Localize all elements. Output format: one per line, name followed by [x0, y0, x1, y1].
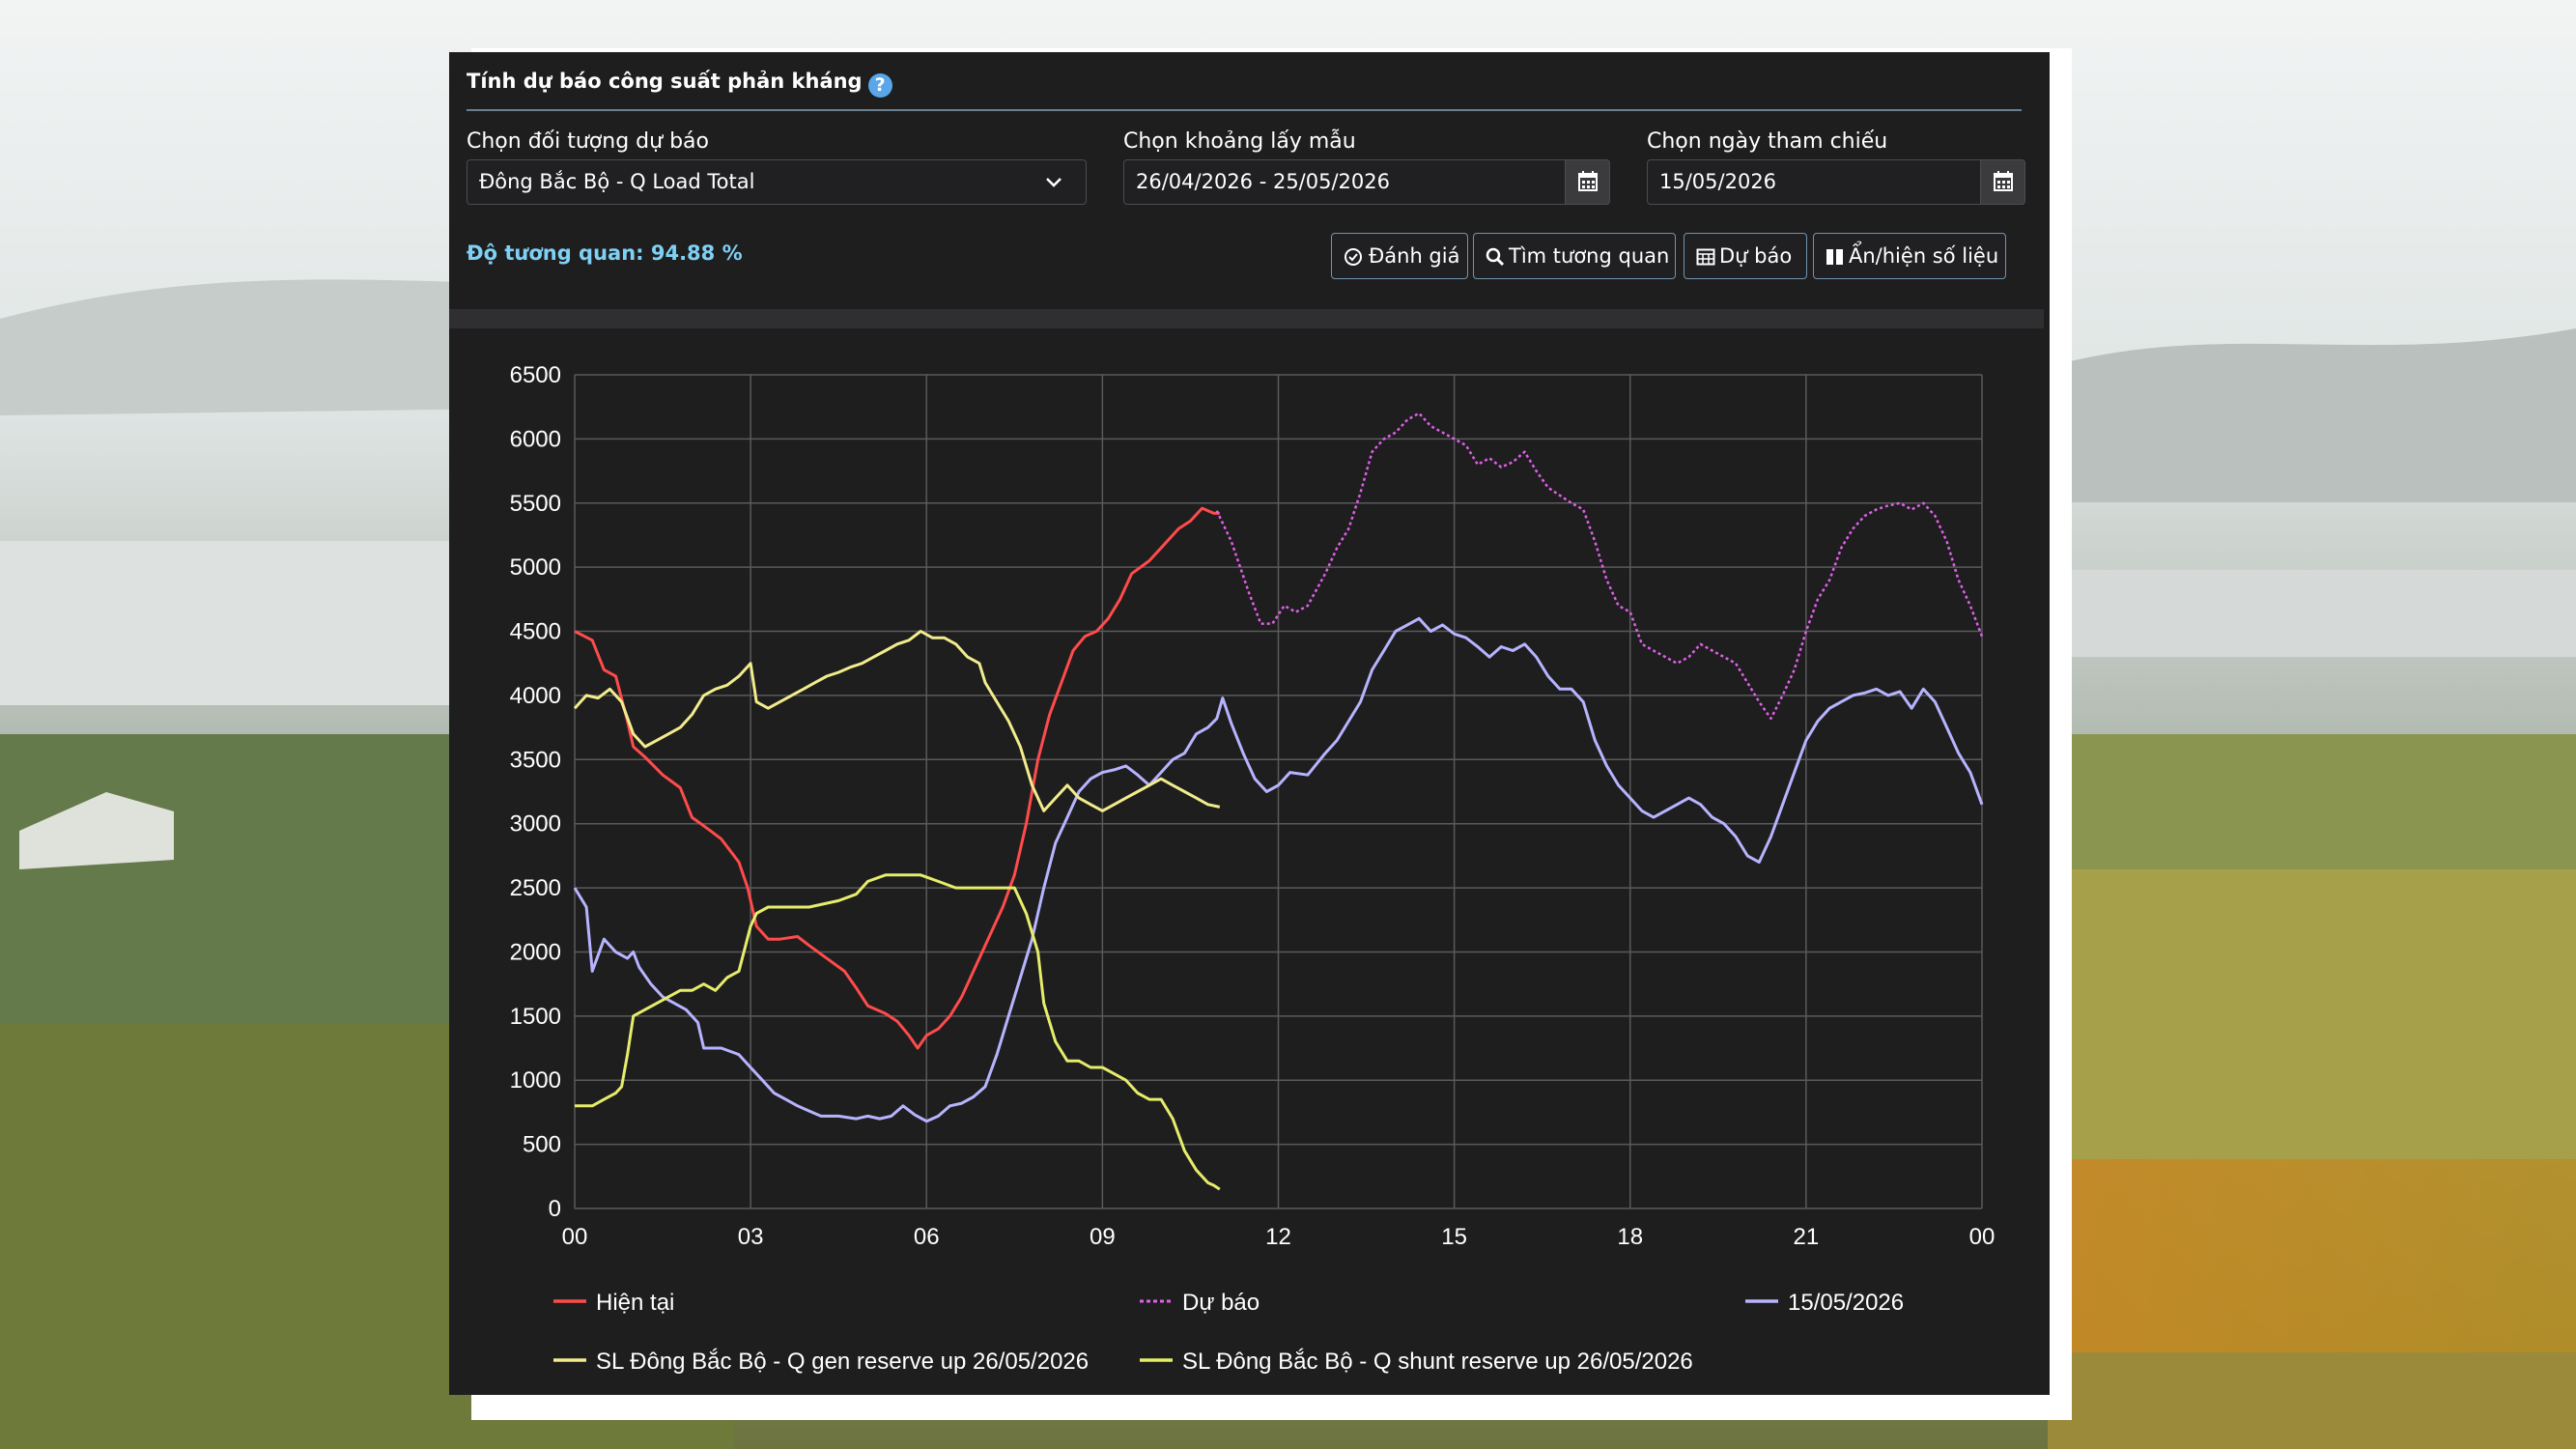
- table-icon: [1696, 248, 1715, 266]
- legend-label: SL Đông Bắc Bộ - Q shunt reserve up 26/0…: [1182, 1349, 1693, 1375]
- correlation-text: Độ tương quan: 94.88 %: [467, 242, 743, 265]
- sample-range-value: 26/04/2026 - 25/05/2026: [1136, 170, 1391, 193]
- x-tick-label: 12: [1265, 1224, 1291, 1250]
- line-chart: 0500100015002000250030003500400045005000…: [510, 362, 1996, 1375]
- forecast-object-value: Đông Bắc Bộ - Q Load Total: [479, 170, 755, 193]
- legend-label: SL Đông Bắc Bộ - Q gen reserve up 26/05/…: [596, 1349, 1089, 1375]
- y-tick-label: 1500: [510, 1004, 561, 1030]
- sample-range-label: Chọn khoảng lấy mẫu: [1123, 129, 1356, 154]
- reference-date-calendar-button[interactable]: [1980, 159, 2025, 205]
- panel-title-text: Tính dự báo công suất phản kháng: [467, 70, 863, 93]
- series-line-1: [574, 506, 1220, 1050]
- reference-date-input[interactable]: 15/05/2026: [1647, 159, 2025, 205]
- x-tick-label: 09: [1090, 1224, 1116, 1250]
- y-tick-label: 1000: [510, 1067, 561, 1094]
- legend-label: Hiện tại: [596, 1290, 674, 1316]
- title-divider: [467, 109, 2022, 111]
- chevron-down-icon: [1046, 178, 1062, 187]
- x-tick-label: 00: [562, 1224, 588, 1250]
- y-tick-label: 4000: [510, 683, 561, 709]
- x-tick-label: 03: [738, 1224, 764, 1250]
- columns-icon: [1826, 249, 1843, 265]
- series-line-2: [1215, 412, 1984, 721]
- y-tick-label: 2000: [510, 939, 561, 965]
- evaluate-button[interactable]: Đánh giá: [1331, 233, 1468, 279]
- forecast-object-select[interactable]: Đông Bắc Bộ - Q Load Total: [467, 159, 1087, 205]
- panel-edge: [2044, 52, 2050, 1395]
- legend-label: 15/05/2026: [1788, 1290, 1904, 1316]
- y-tick-label: 3000: [510, 811, 561, 838]
- legend-label: Dự báo: [1182, 1290, 1260, 1316]
- reference-date-value: 15/05/2026: [1659, 170, 1777, 193]
- forecast-button[interactable]: Dự báo: [1684, 233, 1807, 279]
- y-tick-label: 3500: [510, 747, 561, 773]
- sample-range-input[interactable]: 26/04/2026 - 25/05/2026: [1123, 159, 1610, 205]
- y-tick-label: 5000: [510, 554, 561, 581]
- y-tick-label: 5500: [510, 491, 561, 517]
- series-line-5: [575, 873, 1221, 1191]
- y-tick-label: 6500: [510, 362, 561, 388]
- series-line-4: [573, 630, 1221, 812]
- y-tick-label: 0: [549, 1196, 561, 1222]
- y-tick-label: 2500: [510, 875, 561, 901]
- forecast-object-label: Chọn đối tượng dự báo: [467, 129, 709, 154]
- check-circle-icon: [1345, 248, 1362, 266]
- calendar-icon: [1578, 171, 1598, 191]
- find-correlation-label: Tìm tương quan: [1509, 244, 1670, 268]
- search-icon: [1486, 247, 1505, 267]
- calendar-icon: [1994, 171, 2013, 191]
- reference-date-label: Chọn ngày tham chiếu: [1647, 129, 1888, 154]
- evaluate-label: Đánh giá: [1369, 244, 1460, 268]
- panel-title: Tính dự báo công suất phản kháng?: [467, 70, 892, 98]
- x-tick-label: 00: [1969, 1224, 1996, 1250]
- x-tick-label: 15: [1441, 1224, 1467, 1250]
- x-tick-label: 18: [1617, 1224, 1643, 1250]
- y-tick-label: 4500: [510, 619, 561, 645]
- x-tick-label: 21: [1794, 1224, 1820, 1250]
- find-correlation-button[interactable]: Tìm tương quan: [1473, 233, 1676, 279]
- help-icon[interactable]: ?: [867, 73, 892, 98]
- x-tick-label: 06: [914, 1224, 940, 1250]
- toggle-data-label: Ẩn/hiện số liệu: [1849, 244, 1999, 268]
- y-tick-label: 500: [523, 1132, 561, 1158]
- forecast-label: Dự báo: [1719, 244, 1793, 268]
- forecast-panel: Tính dự báo công suất phản kháng? Chọn đ…: [449, 52, 2044, 1395]
- series-line-3: [573, 616, 1984, 1123]
- y-tick-label: 6000: [510, 426, 561, 452]
- toggle-data-button[interactable]: Ẩn/hiện số liệu: [1813, 233, 2006, 279]
- panel-separator: [449, 309, 2044, 328]
- sample-range-calendar-button[interactable]: [1565, 159, 1610, 205]
